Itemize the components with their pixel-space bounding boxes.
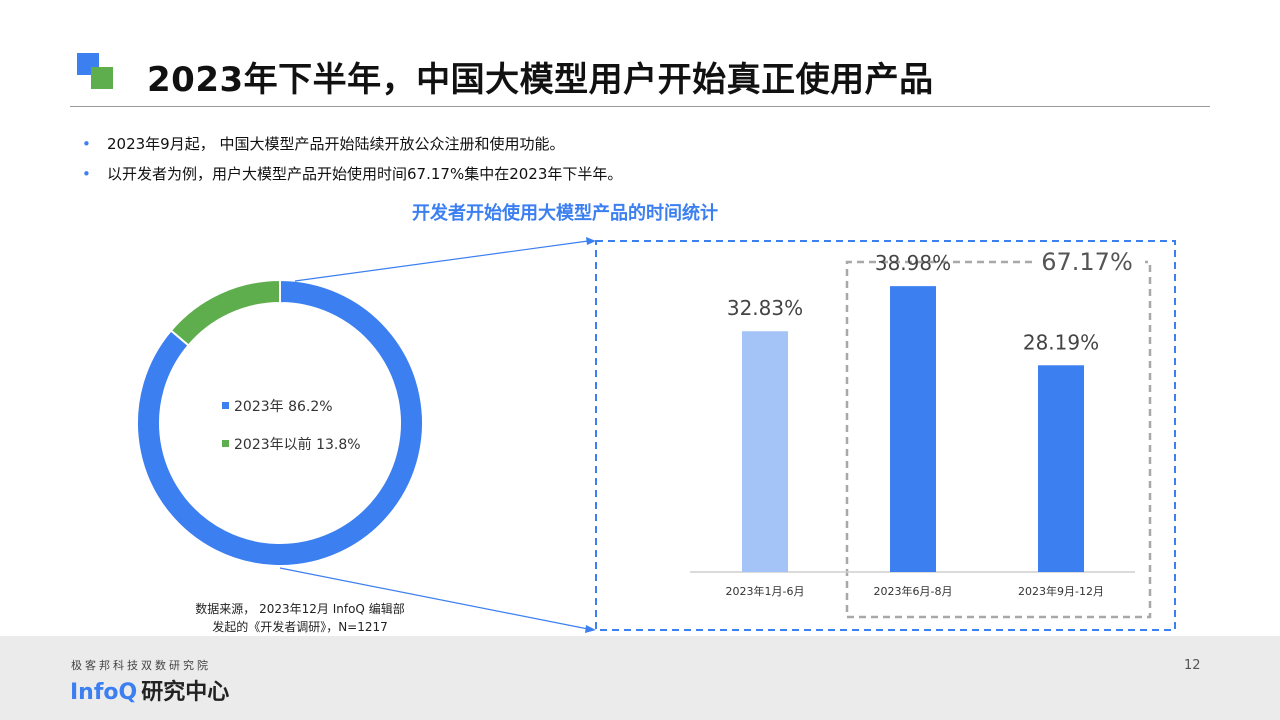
bar-value-label: 32.83% — [727, 296, 803, 320]
logo-square-green — [91, 67, 113, 89]
footer-bar — [0, 636, 1280, 720]
footer-org: 极客邦科技双数研究院 — [71, 659, 211, 672]
legend-marker — [222, 440, 229, 447]
bullet-dot-icon: • — [82, 165, 91, 183]
bar — [1038, 365, 1084, 572]
x-tick-label: 2023年9月-12月 — [1018, 584, 1104, 598]
source-line-1: 数据来源， 2023年12月 InfoQ 编辑部 — [195, 602, 405, 616]
x-tick-label: 2023年6月-8月 — [874, 584, 953, 598]
annotation-label: 67.17% — [1041, 248, 1133, 276]
data-source-note: 数据来源， 2023年12月 InfoQ 编辑部 发起的《开发者调研》，N=12… — [150, 600, 450, 636]
connector-line-top — [294, 240, 589, 282]
bar-value-label: 38.98% — [875, 251, 951, 275]
connector-arrow-top — [586, 237, 596, 245]
title-divider — [70, 106, 1210, 107]
legend-label: 2023年 86.2% — [234, 399, 333, 415]
source-line-2: 发起的《开发者调研》，N=1217 — [212, 620, 388, 634]
x-tick-label: 2023年1月-6月 — [726, 584, 805, 598]
zoom-frame — [595, 240, 1176, 631]
bar — [742, 331, 788, 572]
legend-label: 2023年以前 13.8% — [234, 436, 361, 453]
chart-title: 开发者开始使用大模型产品的时间统计 — [412, 203, 718, 224]
brand-research-center: 研究中心 — [141, 680, 230, 705]
bullet-text: 2023年9月起， 中国大模型产品开始陆续开放公众注册和使用功能。 — [107, 135, 565, 153]
bullet-item: • 以开发者为例，用户大模型产品开始使用时间67.17%集中在2023年下半年。 — [82, 159, 622, 189]
connector-arrow-bottom — [585, 625, 596, 633]
donut-slice — [169, 278, 281, 347]
brand-infoq: InfoQ — [70, 680, 138, 705]
bullet-item: • 2023年9月起， 中国大模型产品开始陆续开放公众注册和使用功能。 — [82, 129, 622, 159]
page-title: 2023年下半年，中国大模型用户开始真正使用产品 — [147, 60, 934, 100]
bar — [890, 286, 936, 572]
bar-value-label: 28.19% — [1023, 330, 1099, 354]
footer-brand: InfoQ 研究中心 — [70, 674, 229, 706]
page-number: 12 — [1184, 658, 1201, 673]
connector-line-bottom — [279, 567, 589, 630]
legend-marker — [222, 402, 229, 409]
bullet-dot-icon: • — [82, 135, 91, 153]
donut-slice — [136, 278, 424, 567]
bullet-text: 以开发者为例，用户大模型产品开始使用时间67.17%集中在2023年下半年。 — [107, 165, 623, 183]
bullet-list: • 2023年9月起， 中国大模型产品开始陆续开放公众注册和使用功能。 • 以开发者… — [82, 129, 622, 189]
